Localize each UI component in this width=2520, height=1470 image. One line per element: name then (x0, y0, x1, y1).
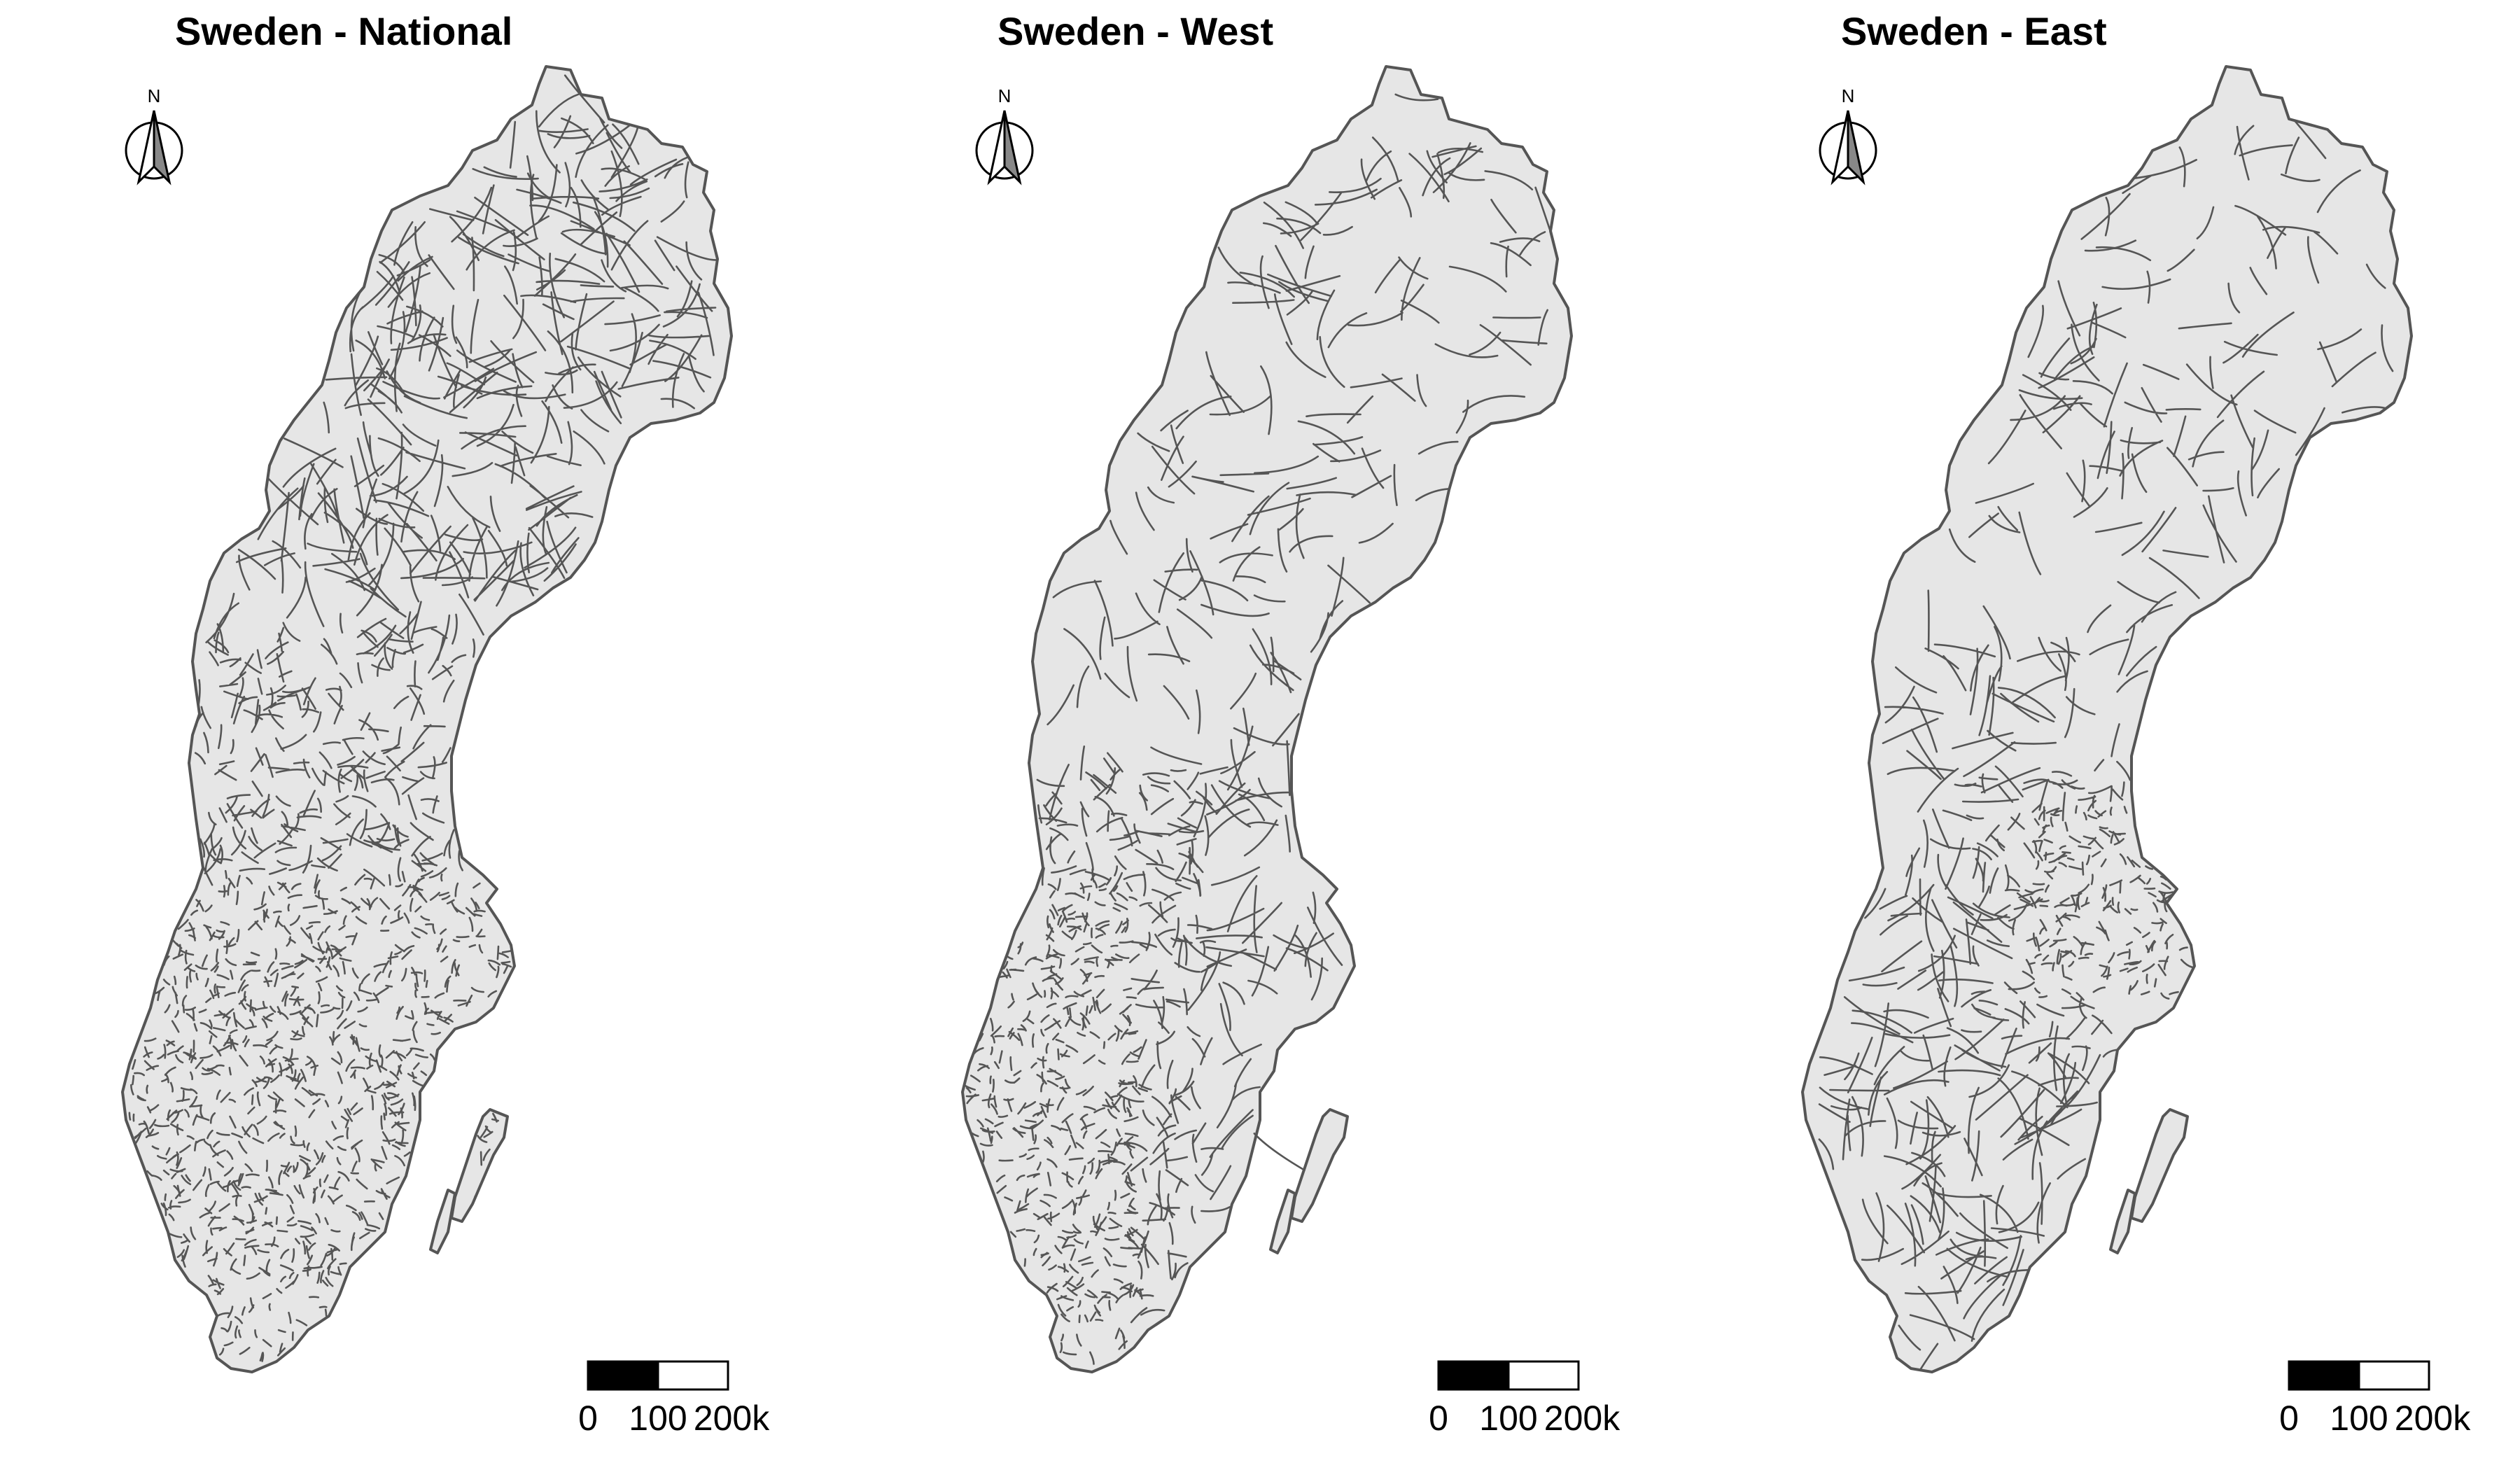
north-label: N (998, 85, 1011, 106)
scale-bar: 0 100 200k (2279, 1354, 2470, 1438)
scale-label-200k: 200k (2394, 1399, 2471, 1438)
oland-shape (1269, 1189, 1296, 1254)
panel-title: Sweden - East (1841, 9, 2107, 53)
land-shapes (1801, 65, 2413, 1373)
oland-shape (429, 1189, 456, 1254)
gotland-shape (450, 1108, 509, 1223)
scale-label-200k: 200k (693, 1399, 770, 1438)
region-borders (128, 74, 718, 1362)
sweden-map (1801, 65, 2413, 1373)
map-panel-east: Sweden - East N 0 100 200k (1680, 0, 2520, 1470)
land-shapes (121, 65, 733, 1373)
north-arrow-icon: N (112, 84, 196, 189)
scale-label-200k: 200k (1544, 1399, 1620, 1438)
scale-label-100: 100 (629, 1399, 687, 1438)
municipality-borders (963, 93, 1551, 1365)
scale-label-0: 0 (2279, 1399, 2299, 1438)
region-borders (1818, 120, 2394, 1370)
north-label: N (148, 85, 161, 106)
north-label: N (1842, 85, 1855, 106)
sweden-map (121, 65, 733, 1373)
map-panel-west: Sweden - West N 0 100 200k (840, 0, 1680, 1470)
mainland-shape (121, 65, 733, 1373)
oland-shape (2109, 1189, 2136, 1254)
scale-bar: 0 100 200k (578, 1354, 769, 1438)
scale-label-100: 100 (2330, 1399, 2388, 1438)
north-arrow-icon: N (962, 84, 1046, 189)
municipality-borders (128, 74, 718, 1362)
sweden-map (961, 65, 1573, 1373)
scale-label-100: 100 (1479, 1399, 1538, 1438)
panel-title: Sweden - West (997, 9, 1274, 53)
municipality-borders (1818, 120, 2394, 1370)
scale-label-0: 0 (578, 1399, 598, 1438)
scale-bar: 0 100 200k (1429, 1354, 1620, 1438)
gotland-shape (2130, 1108, 2189, 1223)
scale-label-0: 0 (1429, 1399, 1448, 1438)
region-borders (963, 93, 1551, 1365)
gotland-shape (1290, 1108, 1349, 1223)
map-panel-national: Sweden - National N 0 100 200k (0, 0, 840, 1470)
north-arrow-icon: N (1806, 84, 1890, 189)
panel-title: Sweden - National (175, 9, 513, 53)
mainland-shape (1801, 65, 2413, 1373)
